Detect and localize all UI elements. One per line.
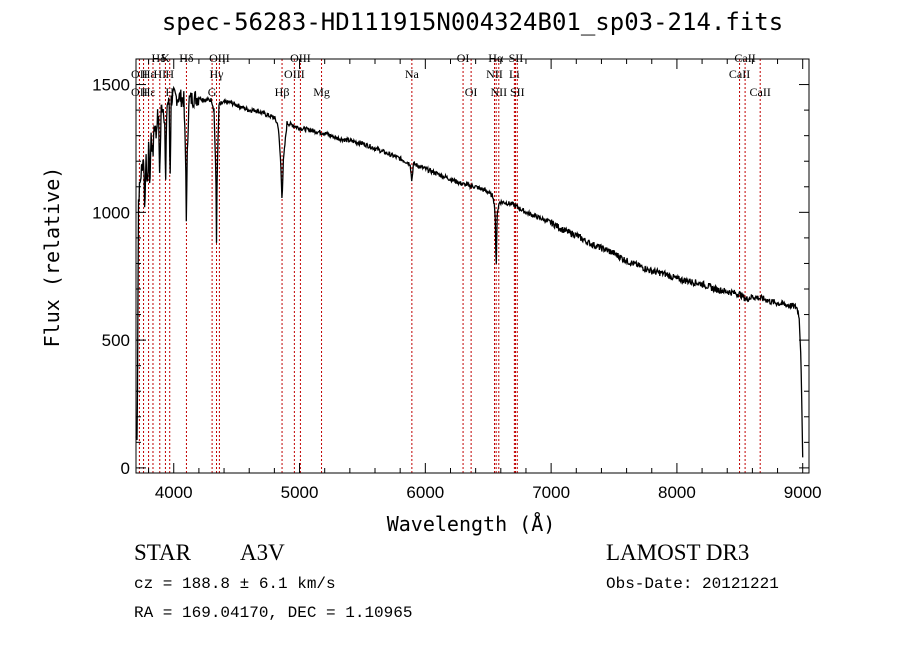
line-label: Hγ <box>210 67 225 81</box>
line-markers <box>138 59 761 473</box>
x-tick-label: 6000 <box>406 483 444 502</box>
line-label: OIII <box>290 51 311 65</box>
y-tick-label: 1500 <box>92 76 130 95</box>
spectrum-series <box>135 85 804 458</box>
line-label: SII <box>509 51 524 65</box>
line-label: Mg <box>313 85 330 99</box>
chart-title: spec-56283-HD111915N004324B01_sp03-214.f… <box>161 8 784 36</box>
line-label: OIII <box>284 67 305 81</box>
line-label: G <box>208 85 217 99</box>
coords-text: RA = 169.04170, DEC = 1.10965 <box>134 604 413 622</box>
y-tick-label: 500 <box>102 331 130 350</box>
line-label: K <box>161 51 170 65</box>
line-label: OI <box>465 85 478 99</box>
obs-date-text: Obs-Date: 20121221 <box>606 575 779 593</box>
line-label: Hε <box>142 85 156 99</box>
object-type: STAR <box>134 540 191 565</box>
line-label: CaII <box>734 51 755 65</box>
x-axis-ticks: 4000 5000 6000 7000 8000 9000 <box>148 59 822 502</box>
y-axis-label: Flux (relative) <box>40 166 64 348</box>
line-label: OII <box>131 85 148 99</box>
x-tick-label: 4000 <box>155 483 193 502</box>
line-label: NII <box>486 67 503 81</box>
line-label: H <box>165 67 174 81</box>
redshift-text: cz = 188.8 ± 6.1 km/s <box>134 575 336 593</box>
line-label: CaII <box>729 67 750 81</box>
line-label: Hα <box>488 51 504 65</box>
spectral-class: A3V <box>240 540 285 565</box>
y-tick-label: 1000 <box>92 203 130 222</box>
x-tick-label: 5000 <box>281 483 319 502</box>
plot-frame <box>135 58 810 474</box>
x-tick-label: 8000 <box>658 483 696 502</box>
y-axis-ticks: 0 500 1000 1500 <box>92 76 809 478</box>
survey-name: LAMOST DR3 <box>606 540 750 565</box>
line-label: H <box>165 85 174 99</box>
line-label: Hβ <box>275 85 290 99</box>
line-label: NII <box>490 85 507 99</box>
line-label: SII <box>510 85 525 99</box>
line-label: Hε <box>142 67 156 81</box>
line-label: CaII <box>750 85 771 99</box>
spectrum-line <box>135 85 804 458</box>
line-label: OII <box>131 67 148 81</box>
line-label: OIII <box>209 51 230 65</box>
line-label: Na <box>405 67 420 81</box>
line-label: Li <box>509 67 520 81</box>
x-tick-label: 7000 <box>532 483 570 502</box>
x-axis-label: Wavelength (Å) <box>386 512 556 536</box>
line-label: Hδ <box>151 51 166 65</box>
line-label: OI <box>457 51 470 65</box>
line-label: Hδ <box>179 51 194 65</box>
y-tick-label: 0 <box>121 459 130 478</box>
x-tick-label: 9000 <box>784 483 822 502</box>
line-label: HI <box>153 67 166 81</box>
